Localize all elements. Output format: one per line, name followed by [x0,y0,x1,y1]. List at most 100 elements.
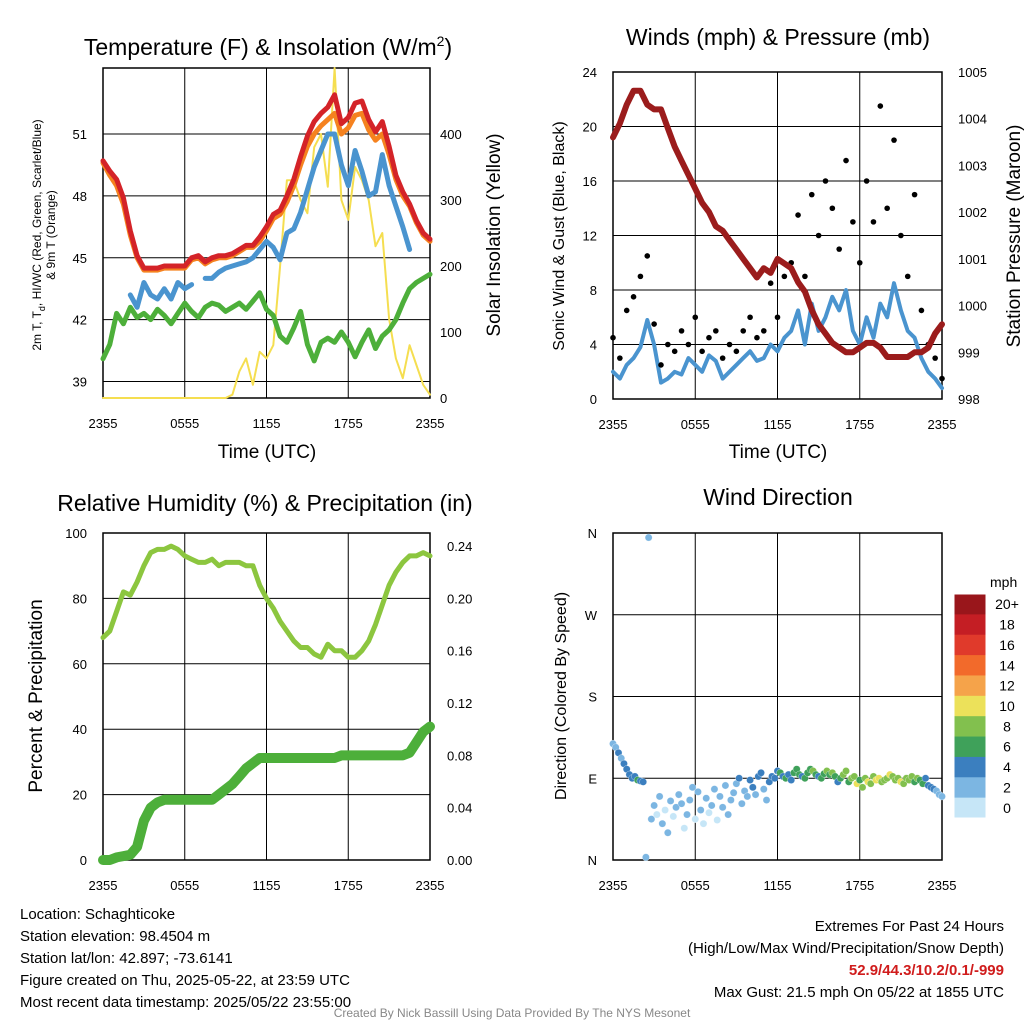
gust-point [678,328,685,334]
wind-direction-point [639,778,647,786]
gust-point [671,348,678,355]
wind-direction-point [743,792,752,801]
pressure-ytick-label: 998 [958,392,980,407]
gust-point [891,137,897,143]
precip-ytick-label: 0.00 [447,853,472,868]
wind-direction-point [702,794,710,802]
wind-direction-point [691,815,700,823]
temp-frame [102,67,431,399]
wind-series-line [611,281,944,391]
gust-point [665,341,671,348]
wind-direction-point [672,803,680,812]
colorbar-swatch [954,695,986,717]
pressure-ytick-label: 1004 [958,112,987,127]
colorbar-label: 0 [1003,800,1011,816]
extremes-legend: (High/Low/Max Wind/Precipitation/Snow De… [688,940,1004,957]
dir-frame [612,532,943,861]
wind-direction-point [661,806,669,814]
wind-direction-point [746,776,754,784]
rh-frame [102,532,431,861]
temp-ytick-label: 45 [73,251,87,266]
wind-xtick-label: 1755 [845,417,874,432]
wind-direction-point [707,801,716,810]
solar-ytick-label: 300 [440,193,462,208]
gust-point [706,334,712,341]
colorbar-label: 16 [999,637,1015,653]
pressure-ytick-label: 1000 [958,299,987,314]
rh-ytick-label: 80 [73,591,87,606]
rh-series-line [100,543,433,660]
dir-xtick-label: 1155 [764,878,792,893]
precip-series-line [98,721,435,865]
wind-direction-point [696,806,705,814]
gust-point [808,191,815,198]
wind-direction-point [650,801,658,810]
wind-direction-point [658,819,667,828]
gust-point [911,191,918,198]
wind-direction-point [721,781,730,790]
pressure-y2label: Station Pressure (Maroon) [1004,125,1024,348]
wind-direction-point [724,810,732,819]
colorbar-label: 8 [1003,718,1011,734]
extremes-info: Extremes For Past 24 Hours (High/Low/Max… [688,916,1004,1004]
gust-point [747,314,753,321]
wind-direction-point [666,797,675,805]
wind-direction-point [694,788,702,796]
dir-xtick-label: 2355 [928,878,957,893]
gust-point [699,348,705,355]
gust-point [850,219,856,225]
temperature-ylabel-2: & 9m T (Orange) [44,190,58,280]
gust-point [726,341,733,348]
temp-ytick-label: 48 [73,189,87,204]
temp-xtick-label: 1755 [334,416,363,431]
gust-point [740,328,747,334]
gust-point [795,212,801,218]
wind-ytick-label: 0 [590,392,597,407]
humidity-panel: Relative Humidity (%) & Precipitation (i… [26,490,473,893]
gust-point [713,328,719,334]
colorbar-swatch [954,736,986,758]
colorbar-swatch [954,594,986,615]
dir-ytick-label: W [585,608,598,623]
solar-ytick-label: 200 [440,259,462,274]
gust-point [918,307,925,314]
precip-ytick-label: 0.12 [447,696,472,711]
precip-ytick-label: 0.16 [447,644,472,659]
wind-xtick-label: 2355 [599,417,628,432]
station-latlon: Station lat/lon: 42.897; -73.6141 [20,950,233,967]
precip-ytick-label: 0.08 [447,748,472,763]
temp-xtick-label: 2355 [416,416,445,431]
wind-direction-point [749,783,757,792]
gust-point [898,232,904,239]
wind-direction-point [655,792,664,801]
humidity-title: Relative Humidity (%) & Precipitation (i… [57,490,472,516]
wind-xtick-label: 0555 [681,417,710,432]
temperature-ylabel: 2m T, Td, HI/WC (Red, Green, Scarlet/Blu… [30,119,47,350]
gust-point [939,375,945,382]
gust-point [733,348,740,355]
rh-xtick-label: 1755 [334,878,363,893]
wind-direction-point [751,790,760,799]
wind-direction-point [683,810,691,819]
gust-point [884,205,890,212]
gust-point [870,219,877,225]
winds-panel: Winds (mph) & Pressure (mb) Time (UTC) S… [551,24,1024,463]
dir-xtick-label: 0555 [681,878,710,893]
gust-point [623,307,630,314]
gust-point [630,294,637,300]
pressure-ytick-label: 999 [958,345,980,360]
wind-direction-point [716,792,724,801]
wind-direction-point [705,809,713,817]
dir-xtick-label: 1755 [845,878,874,893]
gust-point [877,103,884,109]
gust-point [843,157,849,164]
solar-ytick-label: 400 [440,127,462,142]
winds-xlabel: Time (UTC) [729,442,828,463]
winds-ylabel: Sonic Wind & Gust (Blue, Black) [551,121,568,350]
rh-xtick-label: 1155 [253,878,281,893]
gust-point [904,273,911,280]
gust-point [822,178,829,184]
wind-direction-point [653,810,661,819]
solar-ytick-label: 100 [440,325,462,340]
colorbar-label: 10 [999,698,1015,714]
